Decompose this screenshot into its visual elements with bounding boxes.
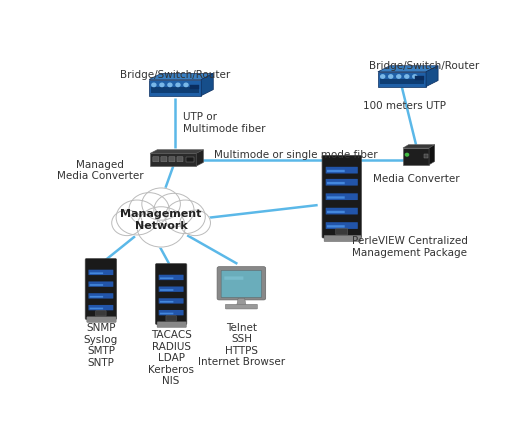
FancyBboxPatch shape xyxy=(160,313,174,314)
FancyBboxPatch shape xyxy=(160,301,174,303)
FancyBboxPatch shape xyxy=(424,154,428,158)
Text: TACACS
RADIUS
LDAP
Kerberos
NIS: TACACS RADIUS LDAP Kerberos NIS xyxy=(148,330,194,386)
Circle shape xyxy=(112,210,142,235)
FancyBboxPatch shape xyxy=(160,277,174,279)
Text: Multimode or single mode fiber: Multimode or single mode fiber xyxy=(214,150,378,160)
Text: Management
Network: Management Network xyxy=(120,209,202,231)
Circle shape xyxy=(184,83,188,87)
FancyBboxPatch shape xyxy=(166,316,176,321)
FancyBboxPatch shape xyxy=(327,170,344,172)
Polygon shape xyxy=(149,74,213,79)
Text: Managed
Media Converter: Managed Media Converter xyxy=(57,160,143,181)
FancyBboxPatch shape xyxy=(85,259,117,320)
FancyBboxPatch shape xyxy=(90,272,103,274)
FancyBboxPatch shape xyxy=(89,293,113,299)
FancyBboxPatch shape xyxy=(90,296,103,297)
Circle shape xyxy=(160,83,164,87)
Polygon shape xyxy=(429,145,435,165)
Text: 100 meters UTP: 100 meters UTP xyxy=(363,101,445,111)
FancyBboxPatch shape xyxy=(89,270,113,275)
Text: Bridge/Switch/Router: Bridge/Switch/Router xyxy=(120,70,231,80)
FancyBboxPatch shape xyxy=(160,289,174,291)
FancyBboxPatch shape xyxy=(96,311,106,316)
FancyBboxPatch shape xyxy=(324,235,361,242)
FancyBboxPatch shape xyxy=(155,264,187,324)
Circle shape xyxy=(413,75,417,78)
Polygon shape xyxy=(150,150,204,153)
FancyBboxPatch shape xyxy=(221,270,262,297)
FancyBboxPatch shape xyxy=(186,157,194,162)
FancyBboxPatch shape xyxy=(161,157,167,162)
Circle shape xyxy=(137,207,185,247)
FancyBboxPatch shape xyxy=(159,286,183,292)
FancyBboxPatch shape xyxy=(225,304,257,309)
Circle shape xyxy=(381,75,385,78)
FancyBboxPatch shape xyxy=(380,79,424,84)
Text: Media Converter: Media Converter xyxy=(373,174,459,184)
FancyBboxPatch shape xyxy=(89,282,113,287)
FancyBboxPatch shape xyxy=(169,157,175,162)
Text: UTP or
Multimode fiber: UTP or Multimode fiber xyxy=(183,112,266,133)
FancyBboxPatch shape xyxy=(90,308,103,309)
FancyBboxPatch shape xyxy=(327,225,344,228)
Polygon shape xyxy=(378,66,438,72)
FancyBboxPatch shape xyxy=(224,276,243,280)
FancyBboxPatch shape xyxy=(327,182,344,184)
Circle shape xyxy=(165,200,205,234)
FancyBboxPatch shape xyxy=(415,76,424,80)
FancyBboxPatch shape xyxy=(327,211,344,213)
Circle shape xyxy=(405,75,409,78)
FancyBboxPatch shape xyxy=(326,222,358,229)
FancyBboxPatch shape xyxy=(177,157,183,162)
Polygon shape xyxy=(237,298,246,306)
FancyBboxPatch shape xyxy=(159,298,183,303)
FancyBboxPatch shape xyxy=(336,228,348,235)
Polygon shape xyxy=(426,66,438,87)
FancyBboxPatch shape xyxy=(157,322,186,327)
Circle shape xyxy=(154,193,194,227)
Circle shape xyxy=(397,75,401,78)
Text: PerleVIEW Centralized
Management Package: PerleVIEW Centralized Management Package xyxy=(352,236,468,258)
Polygon shape xyxy=(196,150,204,166)
Circle shape xyxy=(406,153,409,156)
Polygon shape xyxy=(378,72,426,87)
FancyBboxPatch shape xyxy=(90,284,103,286)
Circle shape xyxy=(168,83,172,87)
FancyBboxPatch shape xyxy=(153,157,159,162)
FancyBboxPatch shape xyxy=(190,85,199,89)
Polygon shape xyxy=(403,145,435,148)
Circle shape xyxy=(388,75,393,78)
FancyBboxPatch shape xyxy=(326,167,358,174)
Circle shape xyxy=(116,200,158,235)
FancyBboxPatch shape xyxy=(326,208,358,215)
Circle shape xyxy=(129,193,169,226)
FancyBboxPatch shape xyxy=(89,305,113,310)
Polygon shape xyxy=(201,74,213,95)
Polygon shape xyxy=(403,148,429,165)
FancyBboxPatch shape xyxy=(151,87,199,93)
FancyBboxPatch shape xyxy=(87,317,116,322)
Circle shape xyxy=(180,210,210,235)
FancyBboxPatch shape xyxy=(326,179,358,186)
Circle shape xyxy=(176,83,180,87)
FancyBboxPatch shape xyxy=(159,275,183,280)
FancyBboxPatch shape xyxy=(159,310,183,315)
FancyBboxPatch shape xyxy=(326,193,358,200)
FancyBboxPatch shape xyxy=(322,155,362,238)
Circle shape xyxy=(142,188,180,220)
Polygon shape xyxy=(150,153,196,166)
Polygon shape xyxy=(149,79,201,95)
Text: SNMP
Syslog
SMTP
SNTP: SNMP Syslog SMTP SNTP xyxy=(84,323,118,368)
Circle shape xyxy=(152,83,156,87)
FancyBboxPatch shape xyxy=(327,196,344,199)
Text: Telnet
SSH
HTTPS
Internet Browser: Telnet SSH HTTPS Internet Browser xyxy=(198,323,285,368)
Text: Bridge/Switch/Router: Bridge/Switch/Router xyxy=(369,61,479,72)
FancyBboxPatch shape xyxy=(217,267,266,300)
